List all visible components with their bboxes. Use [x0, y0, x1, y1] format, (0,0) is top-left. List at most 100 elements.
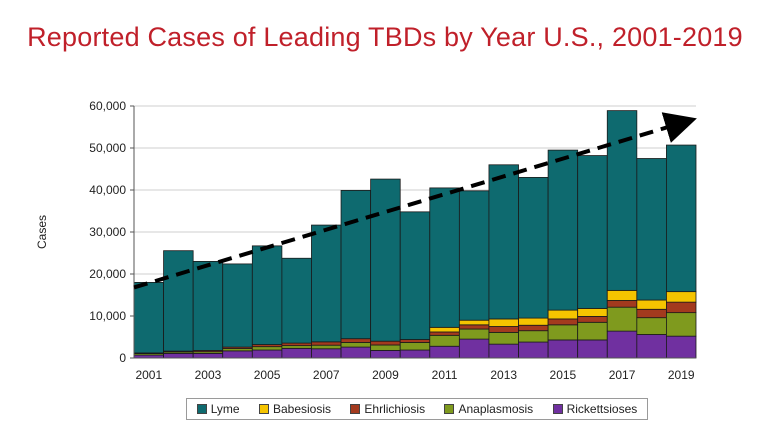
bar-anaplasmosis-2012: [458, 328, 490, 340]
x-tick-label: 2001: [135, 368, 162, 382]
bar-lyme-2011: [429, 187, 460, 328]
bar-rickettsioses-2007: [311, 348, 342, 359]
bar-ehrlichiosis-2007: [311, 341, 342, 346]
bar-rickettsioses-2016: [577, 339, 608, 359]
bar-ehrlichiosis-2017: [606, 300, 638, 308]
bar-rickettsioses-2009: [370, 350, 401, 359]
bar-anaplasmosis-2016: [577, 321, 608, 341]
bar-babesiosis-2012: [458, 319, 490, 326]
x-tick-label: 2015: [550, 368, 577, 382]
bar-babesiosis-2016: [577, 308, 608, 317]
bar-lyme-2008: [340, 190, 372, 340]
bar-rickettsioses-2018: [636, 334, 667, 359]
bar-lyme-2004: [222, 263, 253, 348]
bar-ehrlichiosis-2016: [577, 316, 608, 323]
bar-anaplasmosis-2013: [488, 331, 519, 345]
legend-label: Rickettsioses: [566, 402, 638, 416]
bar-babesiosis-2014: [518, 317, 549, 326]
bar-lyme-2017: [606, 110, 638, 291]
x-tick-label: 2013: [490, 368, 517, 382]
bar-anaplasmosis-2007: [311, 344, 342, 350]
x-tick-label: 2009: [372, 368, 399, 382]
bar-lyme-2016: [577, 155, 608, 309]
bar-lyme-2010: [399, 211, 431, 340]
bar-anaplasmosis-2006: [281, 345, 312, 349]
bar-rickettsioses-2010: [399, 349, 431, 359]
bar-rickettsioses-2015: [547, 339, 579, 359]
bar-rickettsioses-2019: [666, 335, 697, 359]
bar-rickettsioses-2008: [340, 346, 372, 359]
bar-rickettsioses-2005: [251, 349, 283, 359]
bar-rickettsioses-2011: [429, 345, 460, 359]
bar-babesiosis-2018: [636, 299, 667, 310]
x-tick-label: 2003: [195, 368, 222, 382]
x-tick-label: 2007: [313, 368, 340, 382]
bar-anaplasmosis-2005: [251, 346, 283, 351]
legend: Lyme Babesiosis Ehrlichiosis Anaplasmosis Ri…: [186, 398, 648, 420]
legend-label: Ehrlichiosis: [364, 402, 426, 416]
bar-lyme-2014: [518, 176, 549, 319]
bar-lyme-2012: [458, 190, 490, 321]
bar-rickettsioses-2012: [458, 338, 490, 359]
x-tick-label: 2017: [609, 368, 636, 382]
bar-ehrlichiosis-2013: [488, 326, 519, 333]
bar-rickettsioses-2017: [606, 330, 638, 359]
bar-lyme-2007: [311, 224, 342, 343]
bar-anaplasmosis-2014: [518, 330, 549, 343]
bar-babesiosis-2013: [488, 318, 519, 327]
bar-lyme-2018: [636, 158, 667, 301]
bar-babesiosis-2015: [547, 309, 579, 320]
bar-lyme-2005: [251, 245, 283, 345]
bar-anaplasmosis-2018: [636, 317, 667, 335]
bar-lyme-2001: [133, 281, 164, 354]
x-tick-label: 2011: [432, 368, 458, 382]
bar-ehrlichiosis-2014: [518, 324, 549, 332]
bar-ehrlichiosis-2019: [666, 301, 697, 314]
legend-swatch: [350, 404, 361, 414]
x-tick-label: 2019: [668, 368, 695, 382]
trend-line: [133, 112, 697, 290]
y-tick-label: 0: [119, 351, 126, 365]
legend-label: Lyme: [210, 402, 240, 416]
legend-item-ehrlichiosis: Ehrlichiosis: [350, 402, 425, 416]
bar-ehrlichiosis-2012: [458, 324, 490, 330]
bar-anaplasmosis-2019: [666, 312, 697, 337]
trend-arrow: [133, 112, 697, 290]
bar-ehrlichiosis-2008: [340, 338, 372, 343]
bar-rickettsioses-2006: [281, 347, 312, 359]
bar-lyme-2009: [370, 178, 401, 342]
bar-ehrlichiosis-2018: [636, 308, 667, 319]
bar-babesiosis-2011: [429, 326, 460, 333]
bars: [133, 110, 697, 359]
bar-lyme-2015: [547, 149, 579, 311]
bar-babesiosis-2017: [606, 289, 638, 301]
bar-babesiosis-2019: [666, 291, 697, 303]
bar-ehrlichiosis-2009: [370, 340, 401, 346]
y-tick-label: 60,000: [89, 99, 126, 113]
bar-anaplasmosis-2009: [370, 344, 401, 351]
bar-rickettsioses-2013: [488, 343, 519, 359]
bar-lyme-2013: [488, 164, 519, 320]
bar-rickettsioses-2004: [222, 350, 253, 359]
bar-rickettsioses-2003: [192, 352, 224, 359]
bar-lyme-2019: [666, 144, 697, 293]
y-tick-label: 50,000: [89, 141, 126, 155]
x-tick-label: 2005: [254, 368, 281, 382]
bar-lyme-2003: [192, 260, 224, 351]
bar-lyme-2002: [163, 250, 194, 352]
bar-anaplasmosis-2015: [547, 324, 579, 341]
y-tick-label: 10,000: [89, 309, 126, 323]
bar-ehrlichiosis-2010: [399, 339, 431, 343]
bar-rickettsioses-2002: [163, 352, 194, 359]
bar-anaplasmosis-2017: [606, 306, 638, 332]
bar-ehrlichiosis-2011: [429, 331, 460, 336]
legend-label: Anaplasmosis: [458, 402, 534, 416]
y-tick-label: 40,000: [89, 183, 126, 197]
legend-swatch: [258, 404, 269, 414]
bar-lyme-2006: [281, 257, 312, 344]
legend-label: Babesiosis: [272, 402, 332, 416]
bar-anaplasmosis-2008: [340, 342, 372, 348]
y-tick-label: 30,000: [89, 225, 126, 239]
bar-rickettsioses-2014: [518, 341, 549, 359]
